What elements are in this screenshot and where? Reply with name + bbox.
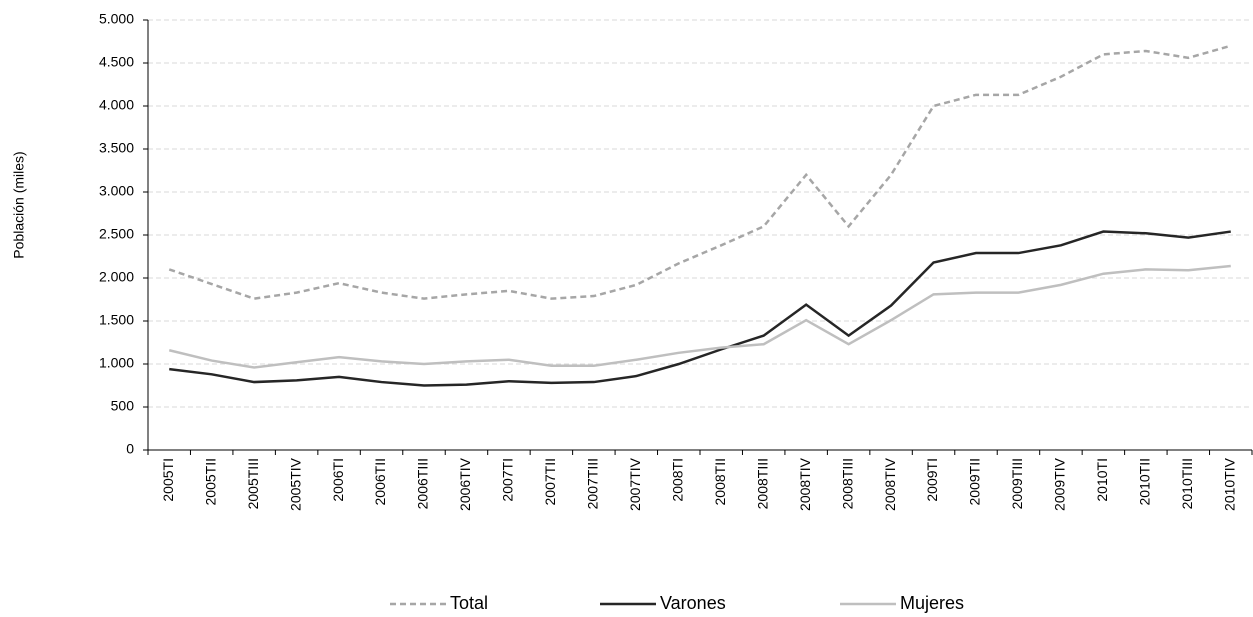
legend-label: Varones: [660, 593, 726, 613]
y-tick-label: 3.000: [99, 183, 134, 199]
y-tick-label: 4.500: [99, 54, 134, 70]
y-tick-label: 1.000: [99, 355, 134, 371]
x-tick-label: 2008TI: [669, 458, 685, 502]
x-tick-label: 2009TII: [967, 458, 983, 505]
y-tick-label: 3.500: [99, 140, 134, 156]
x-tick-label: 2009TI: [924, 458, 940, 502]
y-tick-label: 1.500: [99, 312, 134, 328]
y-tick-label: 4.000: [99, 97, 134, 113]
x-tick-label: 2008TIV: [882, 457, 898, 511]
x-tick-label: 2005TI: [160, 458, 176, 502]
line-series: [168, 264, 1231, 369]
x-tick-label: 2007TIV: [627, 457, 643, 511]
x-tick-label: 2008TIV: [797, 457, 813, 511]
x-tick-label: 2007TIII: [585, 458, 601, 509]
x-tick-label: 2010TIII: [1179, 458, 1195, 509]
x-tick-label: 2008TII: [712, 458, 728, 505]
line-series: [169, 230, 1231, 387]
x-tick-label: 2007TII: [542, 458, 558, 505]
x-tick-label: 2005TIII: [245, 458, 261, 509]
x-tick-label: 2005TII: [202, 458, 218, 505]
x-tick-label: 2010TI: [1094, 458, 1110, 502]
y-tick-label: 2.500: [99, 226, 134, 242]
y-tick-label: 0: [126, 441, 134, 457]
x-tick-label: 2007TI: [500, 458, 516, 502]
x-tick-label: 2009TIII: [1009, 458, 1025, 509]
y-tick-label: 500: [111, 398, 135, 414]
x-tick-label: 2006TII: [372, 458, 388, 505]
y-tick-label: 5.000: [99, 11, 134, 27]
line-series: [168, 44, 1232, 300]
x-tick-label: 2008TIII: [839, 458, 855, 509]
legend-label: Total: [450, 593, 488, 613]
x-tick-label: 2006TIII: [415, 458, 431, 509]
x-tick-label: 2006TI: [330, 458, 346, 502]
x-tick-label: 2010TIV: [1221, 457, 1237, 511]
x-tick-label: 2009TIV: [1052, 457, 1068, 511]
x-tick-label: 2008TIII: [754, 458, 770, 509]
x-tick-label: 2010TII: [1137, 458, 1153, 505]
x-tick-label: 2005TIV: [287, 457, 303, 511]
legend-label: Mujeres: [900, 593, 964, 613]
x-tick-label: 2006TIV: [457, 457, 473, 511]
y-tick-label: 2.000: [99, 269, 134, 285]
y-axis-label: Población (miles): [11, 151, 27, 258]
